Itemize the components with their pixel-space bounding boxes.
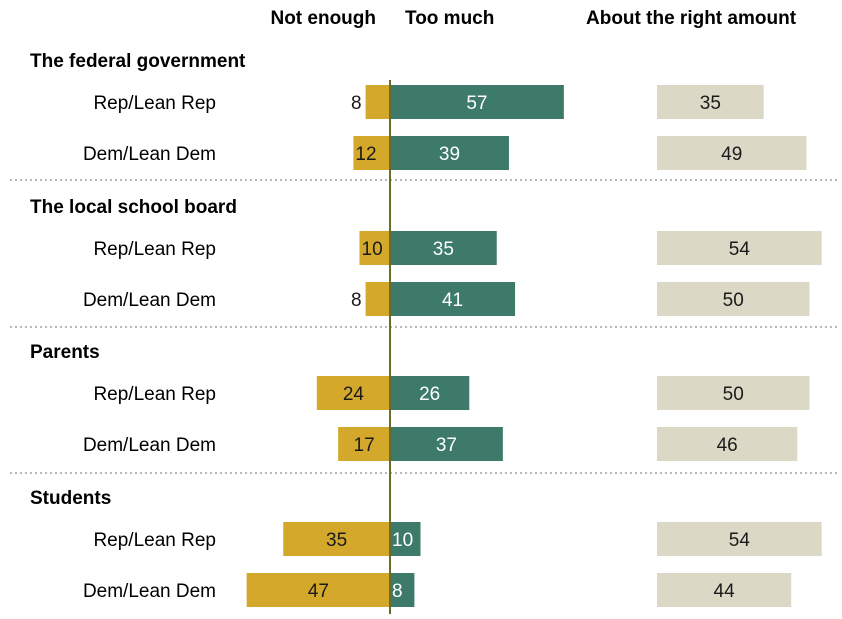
bar-about-right [657,85,764,119]
value-label-not-enough: 24 [343,384,365,405]
bar-too-much [390,136,509,170]
group-title: The federal government [30,51,246,72]
bar-about-right [657,427,798,461]
value-label-too-much: 57 [466,93,487,114]
bar-not-enough [246,573,390,607]
row-label: Dem/Lean Dem [83,290,216,311]
value-label-not-enough: 35 [326,530,347,551]
bar-not-enough [283,522,390,556]
bar-too-much [390,427,503,461]
bar-about-right [657,376,810,410]
bar-too-much [390,573,415,607]
value-label-about-right: 50 [723,384,744,405]
value-label-too-much: 26 [419,384,440,405]
value-label-about-right: 46 [717,435,738,456]
row-label: Rep/Lean Rep [93,93,216,114]
value-label-too-much: 41 [442,290,463,311]
bar-too-much [390,522,421,556]
row-label: Dem/Lean Dem [83,435,216,456]
bar-not-enough [365,282,390,316]
bar-not-enough [338,427,390,461]
bar-about-right [657,136,807,170]
bar-too-much [390,376,470,410]
column-header-about-right: About the right amount [586,8,797,29]
bar-not-enough [316,376,390,410]
bar-too-much [390,282,516,316]
value-label-about-right: 49 [721,144,742,165]
value-label-too-much: 35 [433,239,454,260]
bar-about-right [657,573,792,607]
value-label-too-much: 8 [392,581,403,602]
group-title: Parents [30,342,100,363]
bar-about-right [657,522,822,556]
value-label-not-enough: 12 [355,144,376,165]
bar-about-right [657,231,822,265]
bar-not-enough [359,231,390,265]
group-title: The local school board [30,197,237,218]
bar-too-much [390,231,497,265]
chart-rows: The federal government Rep/Lean Rep 8 57 35 D… [10,51,838,607]
value-label-too-much: 10 [392,530,413,551]
value-label-about-right: 54 [729,239,751,260]
value-label-about-right: 35 [700,93,721,114]
row-label: Dem/Lean Dem [83,581,216,602]
value-label-not-enough: 10 [362,239,383,260]
value-label-about-right: 44 [714,581,736,602]
bar-about-right [657,282,810,316]
group-title: Students [30,488,111,509]
value-label-not-enough: 47 [308,581,329,602]
row-label: Dem/Lean Dem [83,144,216,165]
row-label: Rep/Lean Rep [93,384,216,405]
bar-too-much [390,85,564,119]
row-label: Rep/Lean Rep [93,239,216,260]
column-header-too-much: Too much [405,8,494,29]
bar-not-enough [353,136,390,170]
bar-not-enough [365,85,390,119]
value-label-not-enough: 17 [354,435,375,456]
column-header-not-enough: Not enough [270,8,376,29]
value-label-about-right: 50 [723,290,744,311]
row-label: Rep/Lean Rep [93,530,216,551]
value-label-about-right: 54 [729,530,751,551]
value-label-too-much: 37 [436,435,457,456]
value-label-not-enough: 8 [351,93,362,114]
value-label-too-much: 39 [439,144,460,165]
value-label-not-enough: 8 [351,290,362,311]
